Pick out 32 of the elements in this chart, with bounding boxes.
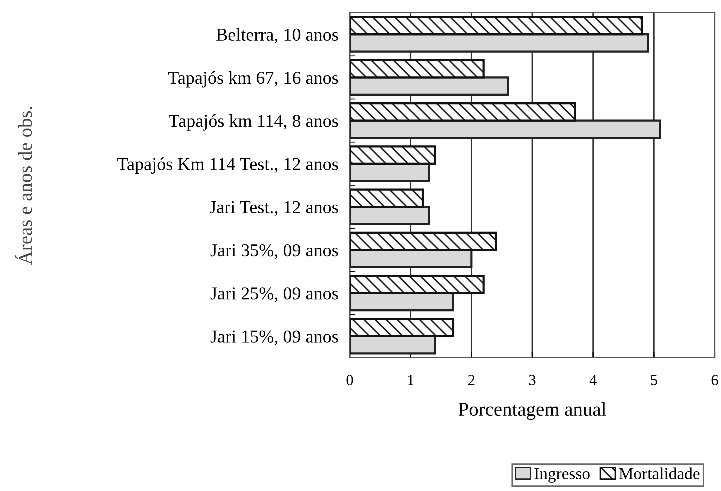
y-tick-label: Jari Test., 12 anos [210, 201, 338, 216]
x-tick-label: 6 [712, 375, 718, 386]
x-tick-label: 2 [468, 375, 475, 386]
bar [350, 232, 498, 252]
y-axis-title: Áreas e anos de obs. [15, 107, 32, 265]
y-tick-label: Tapajós km 114, 8 anos [169, 114, 338, 131]
bar [350, 249, 473, 268]
y-tick-label: Belterra, 10 anos [216, 28, 338, 44]
y-tick-label: Jari 15%, 09 anos [210, 330, 338, 346]
legend-label: Mortalidade [619, 468, 700, 480]
bar [350, 275, 485, 294]
bar [350, 34, 650, 53]
x-axis-title: Porcentagem anual [458, 402, 606, 420]
y-tick-label: Tapajós km 67, 16 anos [168, 71, 338, 88]
bar [350, 120, 662, 140]
x-tick-label: 4 [590, 375, 597, 386]
bar [350, 76, 510, 96]
y-tick-label: Tapajós Km 114 Test., 12 anos [118, 158, 338, 174]
bar [350, 206, 430, 226]
x-tick-label: 0 [346, 375, 354, 386]
x-tick-label: 5 [651, 375, 658, 386]
bar [350, 188, 424, 208]
bar [350, 16, 644, 36]
bar [350, 318, 454, 338]
bar [350, 102, 576, 122]
legend-label: Ingresso [534, 468, 590, 483]
bar [350, 146, 436, 165]
bar [350, 59, 485, 79]
y-tick-label: Jari 35%, 09 anos [210, 244, 338, 260]
x-tick-label: 1 [408, 375, 414, 386]
x-tick-label: 3 [529, 375, 536, 386]
y-tick-label: Jari 25%, 09 anos [210, 288, 338, 302]
